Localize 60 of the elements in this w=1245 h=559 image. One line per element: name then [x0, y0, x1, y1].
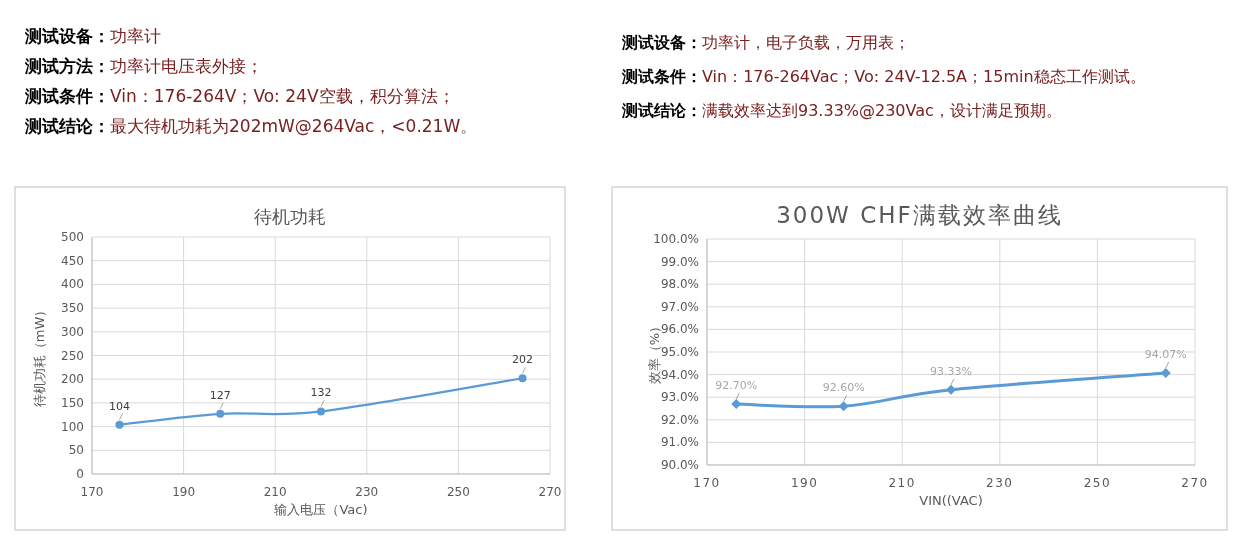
- x-tick-label: 190: [172, 485, 196, 499]
- data-label: 92.60%: [822, 381, 865, 395]
- y-tick-label: 97.0%: [660, 299, 699, 314]
- x-tick-label: 250: [1083, 476, 1112, 490]
- x-tick-label: 250: [446, 485, 470, 499]
- y-tick-label: 95.0%: [660, 345, 699, 359]
- text: 测试设备：功率计，电子负载，万用表；: [621, 33, 910, 52]
- x-tick-label: 270: [1181, 476, 1209, 490]
- chart-title: 待机功耗: [254, 206, 326, 227]
- y-tick-label: 96.0%: [660, 322, 699, 337]
- y-tick-label: 50: [68, 443, 84, 458]
- text: 测试条件：Vin：176-264Vac；Vo: 24V-12.5A；15min稳态工作测试。: [621, 67, 1146, 86]
- text: 测试结论：最大待机功耗为202mW@264Vac，<0.21W。: [24, 116, 478, 136]
- text: 测试设备：功率计: [24, 26, 161, 46]
- y-tick-label: 91.0%: [660, 435, 699, 450]
- chart-title: 300W CHF满载效率曲线: [776, 202, 1063, 228]
- y-tick-label: 0: [76, 467, 84, 481]
- data-label: 202: [512, 353, 534, 367]
- y-tick-label: 99.0%: [660, 254, 699, 269]
- y-tick-label: 100.0%: [653, 232, 699, 246]
- data-label: 132: [310, 386, 332, 400]
- y-tick-label: 150: [61, 395, 84, 410]
- point: [946, 384, 956, 395]
- data-label: 92.70%: [715, 378, 758, 392]
- y-tick-label: 98.0%: [660, 277, 699, 292]
- y-tick-label: 400: [61, 277, 84, 292]
- y-tick-label: 92.0%: [660, 412, 699, 427]
- x-axis-title: VIN((VAC): [919, 493, 983, 508]
- point: [115, 420, 124, 429]
- y-tick-label: 100: [61, 419, 84, 434]
- point: [317, 407, 325, 416]
- x-tick-label: 170: [80, 485, 104, 499]
- x-tick-label: 230: [986, 476, 1014, 490]
- x-axis-title: 输入电压（Vac): [274, 502, 368, 517]
- x-tick-label: 230: [355, 485, 379, 499]
- x-tick-label: 190: [790, 476, 819, 490]
- point: [216, 409, 225, 418]
- y-tick-label: 250: [61, 348, 84, 363]
- x-tick-label: 210: [888, 476, 916, 490]
- y-tick-label: 94.0%: [660, 367, 699, 382]
- y-tick-label: 450: [61, 253, 84, 268]
- data-label: 104: [108, 399, 130, 413]
- y-tick-label: 90.0%: [660, 458, 699, 472]
- y-tick-label: 93.0%: [660, 390, 699, 405]
- x-tick-label: 270: [538, 485, 562, 499]
- x-tick-label: 170: [693, 476, 721, 490]
- y-tick-label: 200: [61, 372, 84, 387]
- y-axis-title: 待机功耗（mW）: [32, 303, 47, 408]
- y-axis-title: 效率（%）: [647, 319, 662, 385]
- data-label: 93.33%: [930, 364, 972, 378]
- y-tick-label: 500: [61, 230, 84, 244]
- data-label: 94.07%: [1144, 348, 1187, 362]
- point: [518, 374, 527, 383]
- data-label: 127: [209, 388, 231, 402]
- text: 测试方法：功率计电压表外接；: [24, 56, 263, 76]
- x-tick-label: 210: [263, 485, 287, 499]
- y-tick-label: 300: [61, 324, 84, 339]
- y-tick-label: 350: [61, 301, 84, 316]
- text: 测试结论：满载效率达到93.33%@230Vac，设计满足预期。: [621, 101, 1062, 120]
- text: 测试条件：Vin：176-264V；Vo: 24V空载，积分算法；: [24, 86, 455, 106]
